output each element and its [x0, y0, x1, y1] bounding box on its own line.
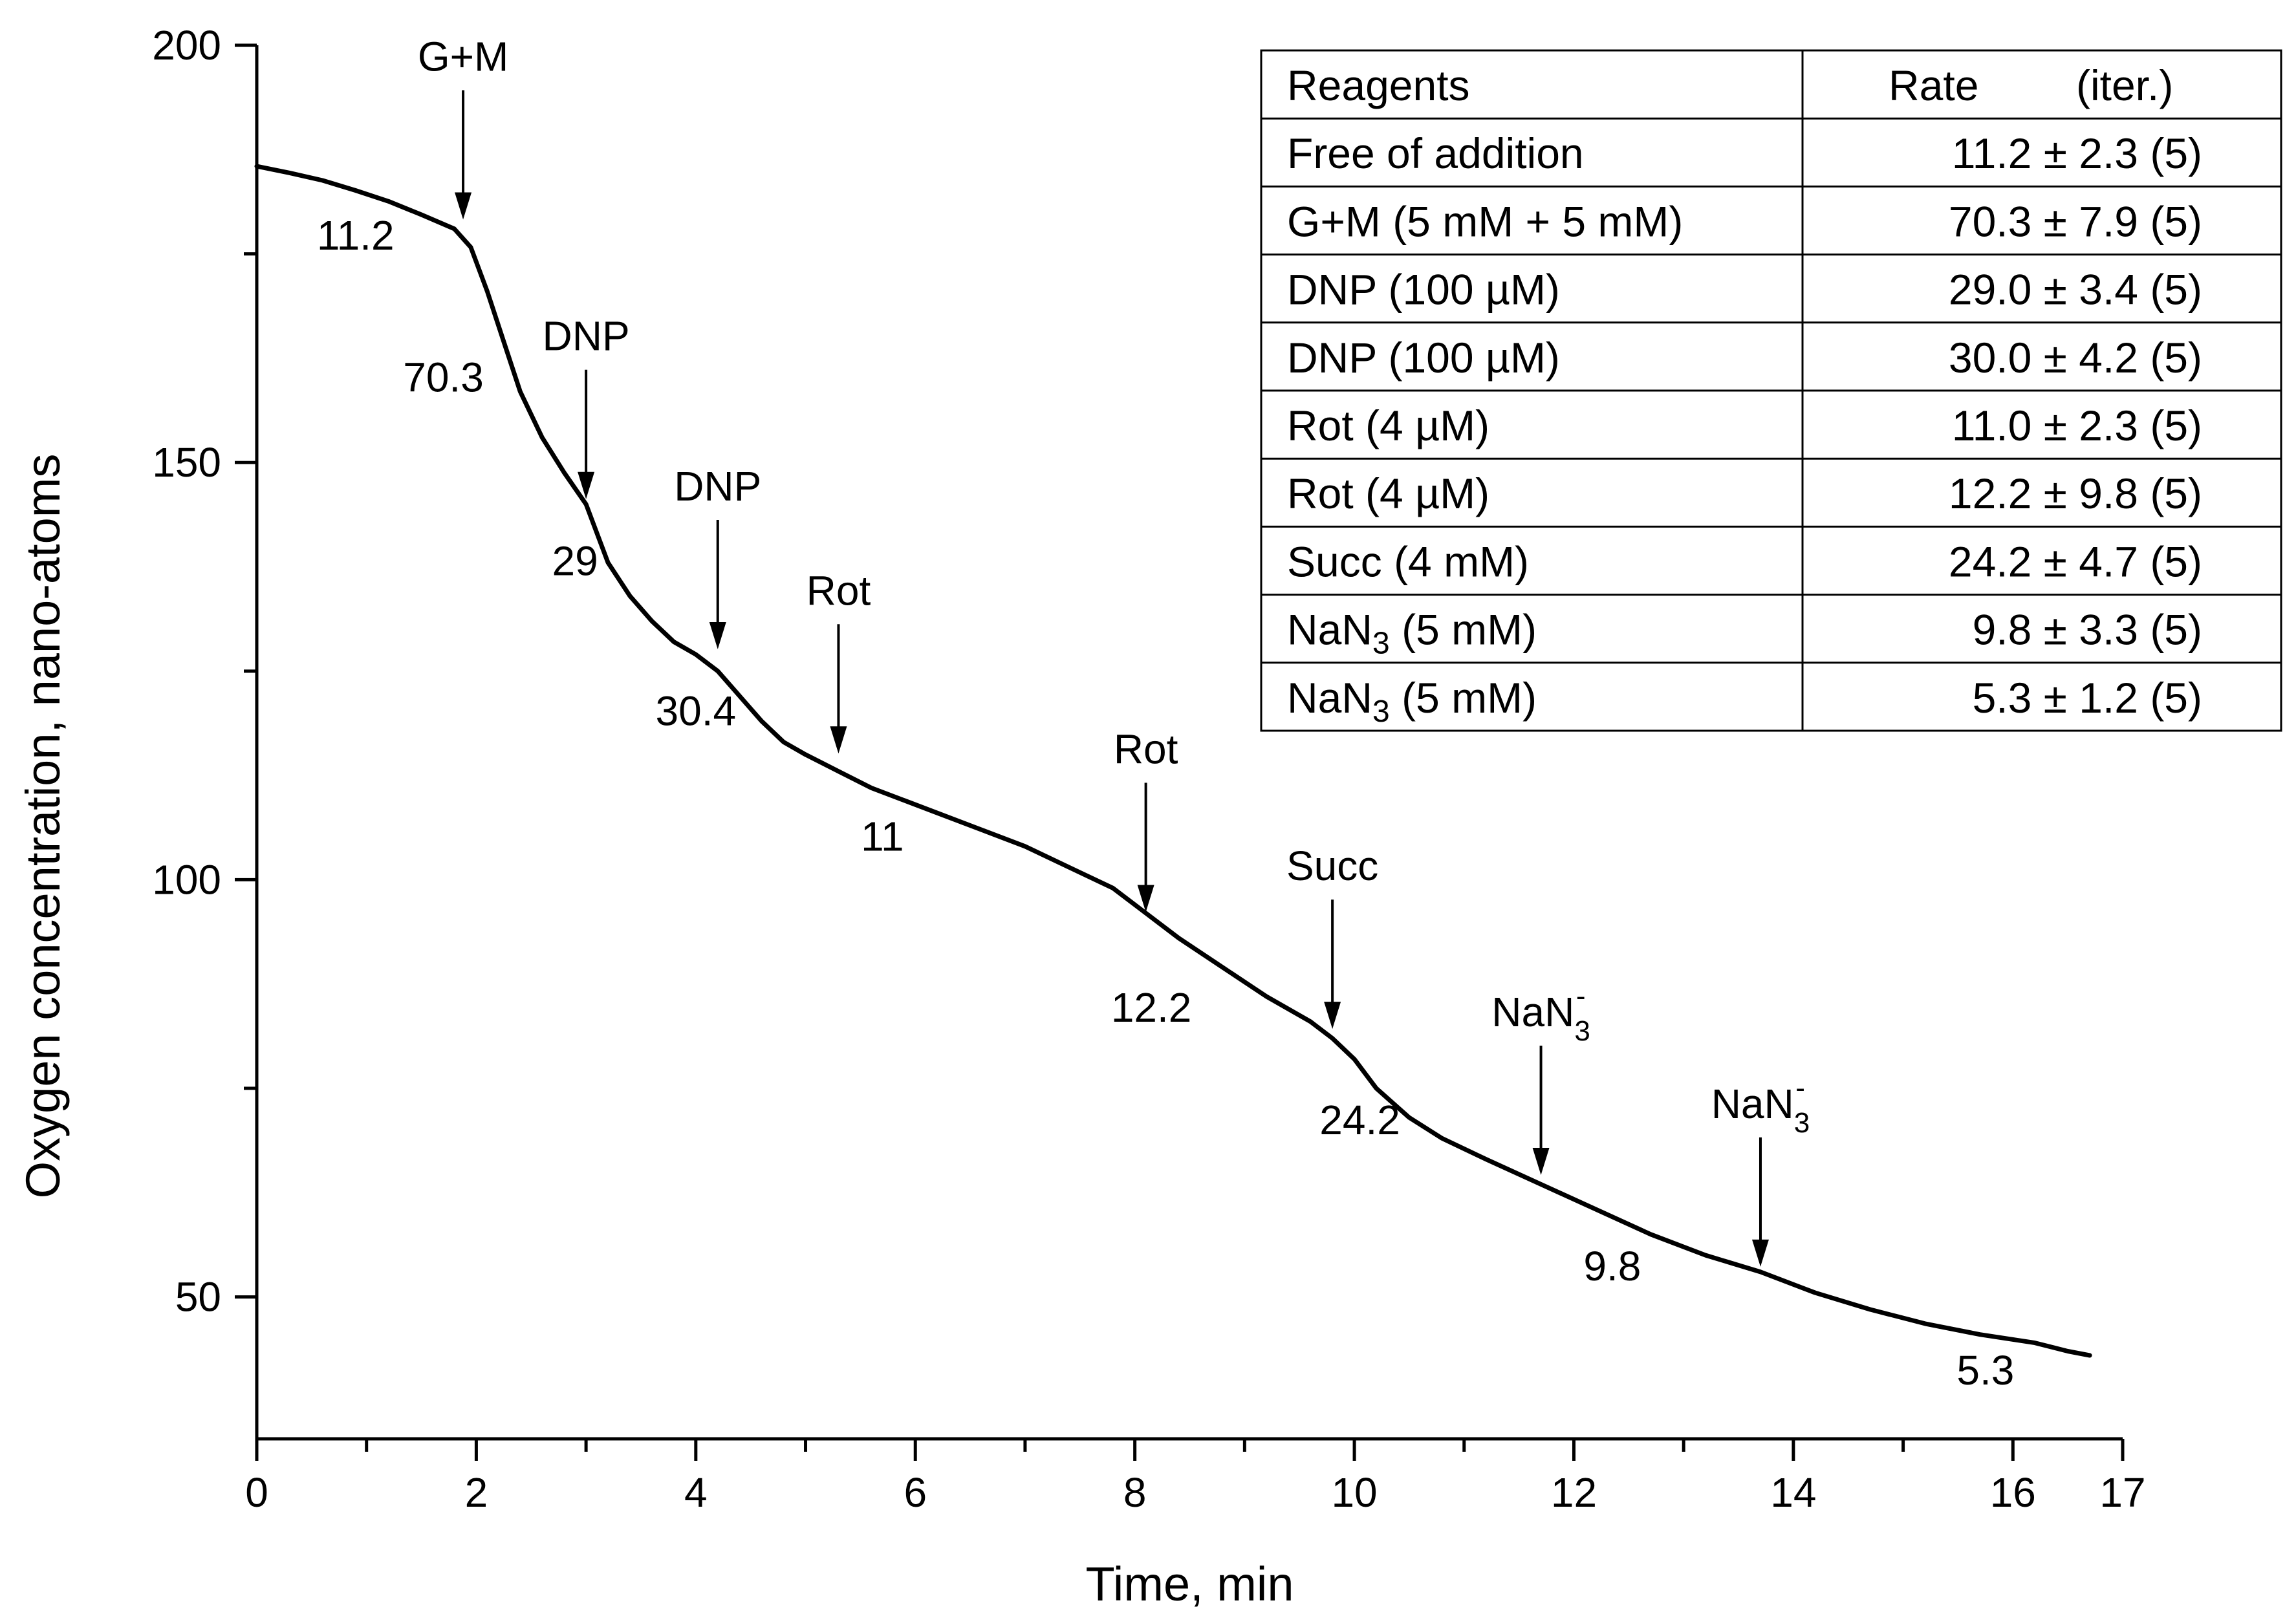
table-cell-reagent: Rot (4 µM) — [1287, 469, 1489, 517]
table-cell-rate: 30.0 ± 4.2 (5) — [1949, 334, 2202, 382]
addition-arrow-head — [1137, 885, 1154, 912]
addition-arrow-head — [709, 622, 726, 650]
y-axis-ticks: 50 100 150 200 — [152, 22, 257, 1320]
table-cell-rate: 24.2 ± 4.7 (5) — [1949, 537, 2202, 585]
addition-arrow-head — [830, 726, 847, 754]
table-row: NaN3 (5 mM) 5.3 ± 1.2 (5) — [1287, 674, 2202, 729]
table-row: Free of addition 11.2 ± 2.3 (5) — [1287, 129, 2202, 177]
table-row: G+M (5 mM + 5 mM) 70.3 ± 7.9 (5) — [1287, 197, 2202, 245]
table-cell-rate: 9.8 ± 3.3 (5) — [1973, 606, 2202, 654]
y-tick-label: 100 — [152, 856, 221, 903]
y-axis-title: Oxygen concentration, nano-atoms — [16, 454, 70, 1199]
rates-table: Reagents Rate (iter.) Free of addition 11… — [1260, 49, 2282, 732]
table-cell-rate: 29.0 ± 3.4 (5) — [1949, 266, 2202, 314]
addition-label: Rot — [1114, 726, 1178, 772]
addition-arrow-head — [1324, 1002, 1341, 1029]
table-header-iter: (iter.) — [2076, 61, 2173, 109]
table-cell-reagent: Succ (4 mM) — [1287, 537, 1529, 585]
addition-label: Succ — [1286, 843, 1378, 889]
addition-arrow-head — [455, 192, 472, 220]
table-row: DNP (100 µM) 29.0 ± 3.4 (5) — [1287, 266, 2202, 314]
rate-label: 11.2 — [317, 212, 395, 259]
rate-label: 12.2 — [1111, 984, 1192, 1031]
y-tick-label: 200 — [152, 22, 221, 69]
rate-label: 70.3 — [403, 354, 484, 401]
rate-label: 9.8 — [1583, 1243, 1641, 1289]
x-tick-label: 8 — [1123, 1469, 1147, 1516]
x-tick-label: 16 — [1990, 1469, 2036, 1516]
addition-label: DNP — [674, 463, 761, 510]
addition-arrow-head — [578, 471, 595, 499]
table-row: Rot (4 µM) 11.0 ± 2.3 (5) — [1287, 402, 2202, 449]
table-row: NaN3 (5 mM) 9.8 ± 3.3 (5) — [1287, 606, 2202, 661]
addition-label: G+M — [418, 33, 508, 80]
table-cell-rate: 11.2 ± 2.3 (5) — [1952, 129, 2202, 177]
rate-label: 5.3 — [1956, 1347, 2014, 1394]
table-row: Succ (4 mM) 24.2 ± 4.7 (5) — [1287, 537, 2202, 585]
table-row-dividers — [1261, 117, 2281, 664]
y-tick-label: 50 — [175, 1274, 221, 1320]
table-cell-reagent: Rot (4 µM) — [1287, 402, 1489, 449]
table-cell-reagent: DNP (100 µM) — [1287, 334, 1560, 382]
rate-labels: 11.2 70.3 29 30.4 11 12.2 24.2 9.8 5.3 — [317, 212, 2015, 1394]
table-cell-reagent: NaN3 (5 mM) — [1287, 674, 1537, 729]
rate-label: 11 — [861, 813, 904, 859]
x-tick-label: 14 — [1770, 1469, 1816, 1516]
addition-arrows: G+M DNP DNP Rot Rot Succ NaN3- NaN3- — [418, 33, 1810, 1267]
table-cell-rate: 5.3 ± 1.2 (5) — [1973, 674, 2202, 722]
axes — [255, 45, 2123, 1441]
table-cell-reagent: NaN3 (5 mM) — [1287, 606, 1537, 661]
x-tick-label: 2 — [465, 1469, 488, 1516]
rate-label: 24.2 — [1319, 1097, 1400, 1143]
y-tick-label: 150 — [152, 439, 221, 486]
x-tick-label: 12 — [1551, 1469, 1597, 1516]
table-header-reagents: Reagents — [1287, 61, 1470, 109]
x-axis-title: Time, min — [1085, 1557, 1294, 1611]
x-tick-label: 4 — [684, 1469, 708, 1516]
rate-label: 29 — [552, 537, 598, 584]
addition-arrow-head — [1751, 1239, 1769, 1267]
x-tick-label: 10 — [1331, 1469, 1377, 1516]
x-tick-label: 0 — [245, 1469, 268, 1516]
addition-label: DNP — [543, 313, 630, 360]
table-cell-reagent: G+M (5 mM + 5 mM) — [1287, 197, 1683, 245]
addition-label: NaN3- — [1491, 980, 1590, 1047]
table-row: DNP (100 µM) 30.0 ± 4.2 (5) — [1287, 334, 2202, 382]
table-cell-rate: 11.0 ± 2.3 (5) — [1952, 402, 2202, 449]
table-rows: Free of addition 11.2 ± 2.3 (5) G+M (5 mM … — [1287, 129, 2202, 729]
x-axis-ticks: 0 2 4 6 8 10 12 14 16 17 — [245, 1439, 2146, 1516]
rate-label: 30.4 — [656, 688, 737, 735]
addition-label: NaN3- — [1711, 1072, 1810, 1139]
series-line-oxygen-trace — [254, 164, 2092, 1358]
addition-arrow-head — [1532, 1147, 1550, 1175]
table-header-rate: Rate — [1889, 61, 1978, 109]
table-cell-rate: 70.3 ± 7.9 (5) — [1949, 197, 2202, 245]
table-cell-reagent: Free of addition — [1287, 129, 1584, 177]
table-row: Rot (4 µM) 12.2 ± 9.8 (5) — [1287, 469, 2202, 517]
table-cell-rate: 12.2 ± 9.8 (5) — [1949, 469, 2202, 517]
table-cell-reagent: DNP (100 µM) — [1287, 266, 1560, 314]
addition-label: Rot — [807, 567, 871, 614]
x-tick-label: 17 — [2099, 1469, 2145, 1516]
x-tick-label: 6 — [904, 1469, 927, 1516]
